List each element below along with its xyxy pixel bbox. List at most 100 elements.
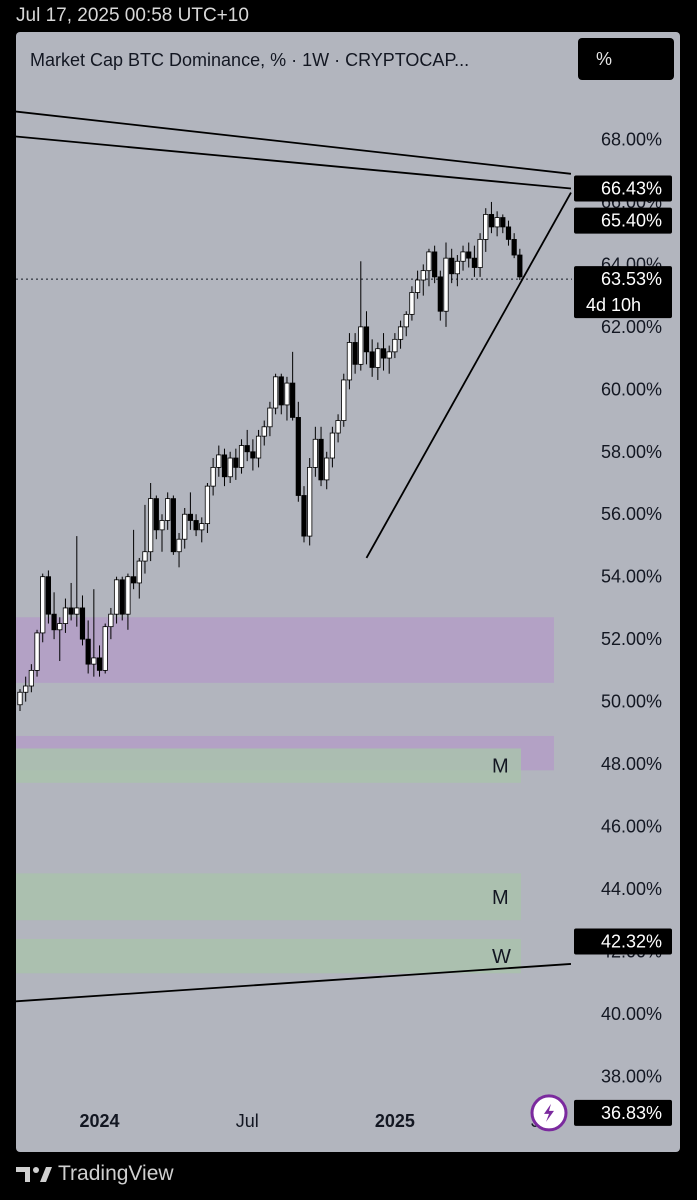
price-tag-label-1: 65.40% (601, 211, 662, 231)
candle (57, 623, 63, 631)
candle (454, 260, 460, 275)
candle (494, 217, 500, 228)
candle (204, 485, 211, 525)
candle (182, 513, 188, 540)
candle (261, 426, 267, 437)
x-tick-label: 2025 (375, 1111, 415, 1131)
candle (170, 498, 176, 553)
candle (62, 607, 69, 624)
candle (23, 685, 29, 693)
candle (375, 348, 381, 368)
candle (363, 326, 370, 353)
candle (227, 457, 233, 478)
candle (91, 657, 97, 665)
y-tick-label: 56.00% (601, 504, 662, 524)
tradingview-icon (16, 1167, 52, 1182)
candle (113, 579, 120, 615)
candle (511, 239, 517, 256)
candle (380, 348, 387, 359)
price-tag-label-3: 42.32% (601, 931, 662, 951)
candle (165, 498, 171, 521)
price-tag-3 (574, 928, 672, 955)
candle (392, 338, 398, 353)
y-tick-label: 58.00% (601, 442, 662, 462)
candle (199, 523, 205, 531)
candle (250, 451, 256, 459)
candle (28, 669, 34, 687)
candle (335, 420, 341, 434)
candle (318, 438, 324, 481)
candle (40, 576, 46, 634)
candle (437, 276, 443, 312)
x-tick-label: Jul (236, 1111, 259, 1131)
candle (238, 445, 245, 468)
candle (255, 435, 262, 459)
candle (483, 214, 489, 240)
candle (148, 498, 154, 553)
candle (471, 257, 478, 268)
candle (210, 466, 216, 487)
candle (301, 495, 307, 537)
timestamp: Jul 17, 2025 00:58 UTC+10 (16, 5, 249, 26)
candle (420, 270, 426, 281)
candle (341, 379, 347, 421)
candle (108, 613, 114, 628)
candle (272, 376, 279, 409)
zone-label-3: M (492, 887, 509, 909)
trendline-2[interactable] (365, 192, 572, 559)
candle (142, 551, 148, 562)
y-tick-label: 50.00% (601, 692, 662, 712)
candle (284, 382, 290, 406)
candle (324, 457, 330, 481)
candle (369, 351, 375, 368)
percent-scale-button[interactable]: % (578, 38, 674, 80)
candle (216, 454, 222, 468)
candle (466, 251, 472, 259)
candle (278, 376, 284, 406)
y-tick-label: 40.00% (601, 1004, 662, 1024)
tradingview-logo[interactable]: TradingView (16, 1162, 174, 1186)
candle (153, 498, 159, 531)
candle (397, 326, 404, 340)
zone-2 (16, 748, 521, 783)
candle (414, 279, 421, 293)
countdown-label: 4d 10h (586, 295, 641, 315)
footer: TradingView (0, 1152, 697, 1200)
trendline-3[interactable] (16, 963, 572, 1003)
candle (460, 251, 466, 262)
top-status-bar: Jul 17, 2025 00:58 UTC+10 (0, 0, 697, 32)
y-tick-label: 60.00% (601, 379, 662, 399)
y-tick-label: 52.00% (601, 629, 662, 649)
y-tick-label: 54.00% (601, 567, 662, 587)
candle (51, 613, 57, 631)
chart-panel[interactable]: MMW38.00%40.00%42.00%44.00%46.00%48.00%5… (16, 32, 680, 1152)
candle (17, 691, 23, 706)
candle (358, 326, 364, 365)
price-tag-4 (574, 1099, 672, 1126)
candle (312, 438, 318, 468)
candle (85, 638, 91, 665)
candle (136, 560, 142, 584)
candle (193, 520, 199, 531)
chart-canvas[interactable]: MMW38.00%40.00%42.00%44.00%46.00%48.00%5… (16, 32, 680, 1152)
candle (74, 607, 80, 615)
candle (233, 457, 239, 468)
candle (295, 417, 301, 496)
price-tag-0 (574, 175, 672, 202)
candle (403, 313, 409, 328)
candle (119, 579, 125, 615)
candle (34, 632, 40, 671)
candle (96, 657, 103, 671)
trendline-1[interactable] (16, 135, 572, 190)
candle (505, 226, 512, 240)
candle (267, 407, 273, 428)
y-tick-label: 44.00% (601, 879, 662, 899)
candle (352, 342, 358, 365)
candle (159, 520, 165, 531)
candle (477, 239, 483, 268)
candle (187, 513, 193, 521)
zone-4 (16, 938, 521, 974)
price-tag-2 (574, 266, 672, 319)
candle (176, 538, 182, 553)
trendline-0[interactable] (16, 110, 572, 175)
